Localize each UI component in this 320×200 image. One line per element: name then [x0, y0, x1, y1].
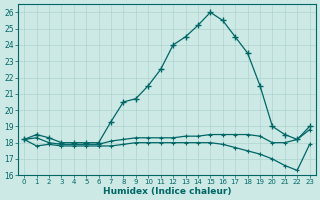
X-axis label: Humidex (Indice chaleur): Humidex (Indice chaleur) [103, 187, 231, 196]
